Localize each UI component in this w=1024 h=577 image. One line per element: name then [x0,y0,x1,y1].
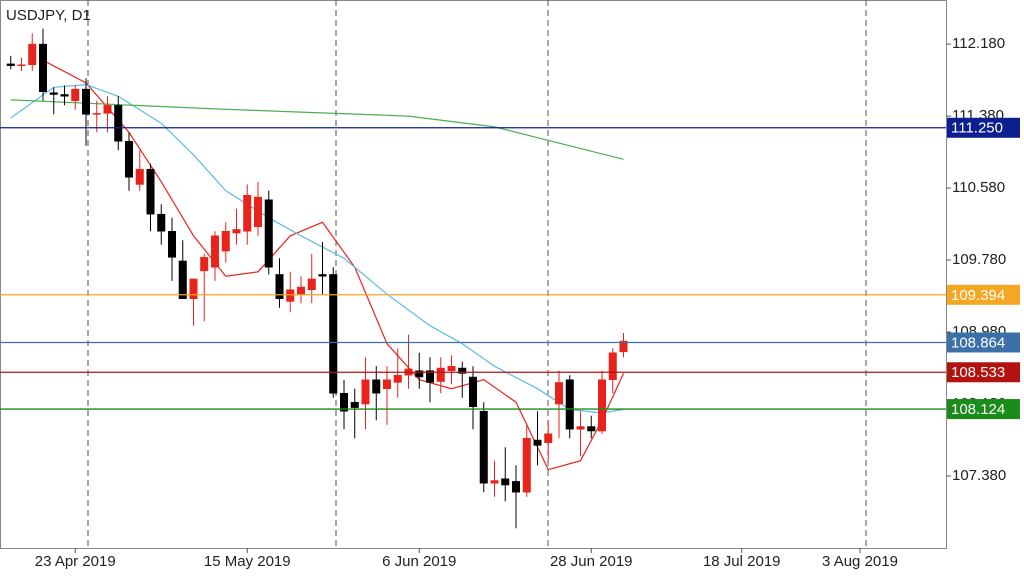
candle-body [447,365,456,371]
candle-body [511,481,521,493]
candle-body [436,367,445,382]
y-tick-label: 109.780 [952,251,1006,268]
level-box [947,362,1020,383]
candle-body [490,480,499,484]
level-label: 109.394 [951,287,1005,304]
y-tick-label: 110.580 [952,179,1005,196]
candle-body [329,274,338,394]
candle-body [17,64,26,67]
candle-body [243,195,252,232]
candle-body [565,379,574,430]
candle-body [286,289,295,302]
candle-body [479,410,488,484]
y-tick-label: 107.380 [952,467,1006,484]
candle-body [264,199,273,268]
candle-body [167,231,177,258]
candle-body [146,168,155,215]
y-tick-label: 112.180 [952,35,1005,52]
candle-body [114,105,123,142]
candle-body [554,382,564,405]
candle-body [458,367,467,374]
candle-body [501,478,510,486]
candle-body [6,63,15,66]
candle-body [393,374,402,383]
level-label: 111.250 [951,120,1003,137]
candle-body [124,141,134,178]
candle-body [232,229,241,234]
candle-body [92,113,101,115]
level-label: 108.533 [951,364,1005,381]
chart-title: USDJPY, D1 [6,7,91,24]
candle-body [253,196,263,228]
candle-body [178,260,187,299]
candle-body [307,278,316,290]
candle-body [296,286,306,295]
x-tick-label: 23 Apr 2019 [35,553,116,570]
x-tick-label: 6 Jun 2019 [382,553,456,570]
candle-body [210,235,220,268]
candle-body [350,401,359,408]
level-label: 108.124 [951,401,1005,418]
level-box [947,332,1020,353]
x-tick-label: 15 May 2019 [204,553,291,570]
level-box [947,117,1020,138]
candle-body [189,278,198,299]
candle-body [200,257,209,272]
plot-frame [0,0,947,549]
candle-body [382,379,392,389]
candle-body [71,88,80,102]
level-box [947,284,1020,305]
candle-body [544,433,553,443]
candle-body [619,340,628,353]
candle-body [522,437,531,493]
candle-body [135,168,144,185]
x-tick-label: 28 Jun 2019 [550,553,633,570]
candle-body [49,92,58,95]
candle-body [318,274,327,277]
candle-body [597,379,607,432]
candle-body [103,105,112,114]
candle-body [157,213,166,232]
candle-body [221,231,230,252]
candle-body [372,379,381,394]
candle-body [38,43,48,93]
candle-body [425,370,435,383]
candle-body [468,376,478,407]
candle-body [608,352,617,380]
candle-body [533,439,542,446]
candle-body [28,43,37,66]
candle-body [576,426,585,430]
candle-body [60,94,69,97]
x-tick-label: 3 Aug 2019 [822,553,898,570]
candle-body [275,274,284,299]
level-label: 108.864 [951,334,1005,351]
x-tick-label: 18 Jul 2019 [703,553,781,570]
candle-body [415,370,424,378]
candle-body [81,88,91,115]
candle-body [339,392,349,412]
level-box [947,399,1020,420]
moving-average-line [10,99,624,160]
candle-body [361,379,370,405]
candle-body [587,426,596,432]
